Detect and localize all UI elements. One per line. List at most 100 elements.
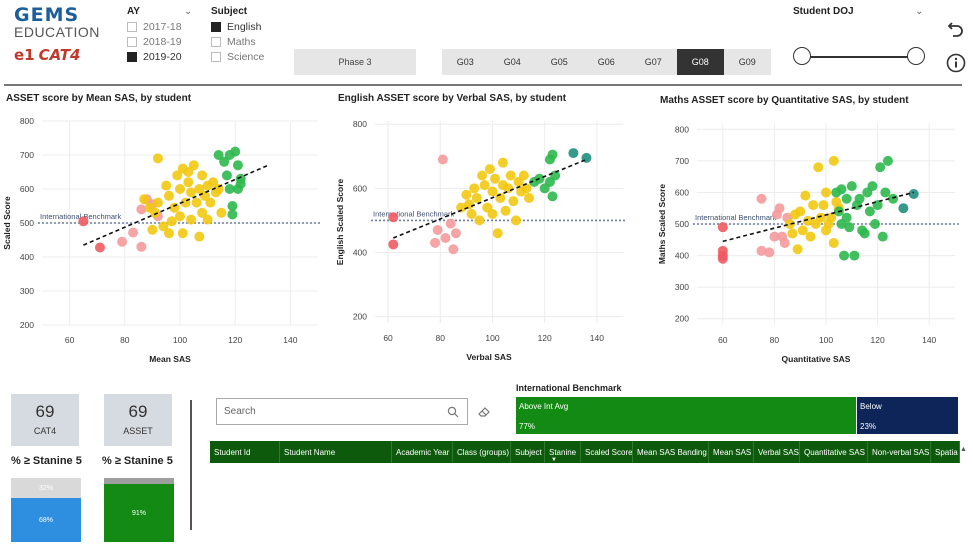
column-header-class-groups[interactable]: Class (groups) xyxy=(453,441,511,463)
student-point[interactable] xyxy=(227,201,238,211)
student-point[interactable] xyxy=(547,191,558,202)
student-point[interactable] xyxy=(839,250,850,261)
student-point[interactable] xyxy=(508,196,519,207)
student-point[interactable] xyxy=(898,203,909,214)
student-point[interactable] xyxy=(805,231,816,242)
verbal-sas-scatter-chart[interactable]: 200 400 600 800 60 80 100 120 140 International B… xyxy=(333,105,633,375)
student-point[interactable] xyxy=(448,244,459,255)
student-point[interactable] xyxy=(774,203,785,214)
student-point[interactable] xyxy=(230,146,241,157)
student-point[interactable] xyxy=(854,193,865,204)
phase-button[interactable]: Phase 3 xyxy=(294,49,416,75)
student-point[interactable] xyxy=(764,247,775,258)
student-point[interactable] xyxy=(487,186,498,197)
student-point[interactable] xyxy=(908,189,919,200)
student-point[interactable] xyxy=(505,170,516,181)
student-point[interactable] xyxy=(717,222,728,233)
student-point[interactable] xyxy=(518,170,529,181)
student-point[interactable] xyxy=(430,237,441,248)
grade-button-g03[interactable]: G03 xyxy=(442,49,489,75)
student-point[interactable] xyxy=(169,202,180,213)
student-point[interactable] xyxy=(461,189,472,200)
student-point[interactable] xyxy=(828,155,839,166)
ay-option-0[interactable]: 2017-18 xyxy=(127,21,182,33)
student-point[interactable] xyxy=(186,187,197,198)
column-header-non-verbal-sas[interactable]: Non-verbal SAS xyxy=(868,441,931,463)
student-point[interactable] xyxy=(152,197,163,208)
subject-checkbox[interactable] xyxy=(211,37,221,47)
student-point[interactable] xyxy=(147,224,158,235)
student-point[interactable] xyxy=(818,200,829,211)
student-point[interactable] xyxy=(213,150,224,160)
ay-checkbox[interactable] xyxy=(127,52,137,62)
student-point[interactable] xyxy=(792,244,803,255)
search-input[interactable] xyxy=(217,399,432,424)
student-point[interactable] xyxy=(487,208,498,219)
student-point[interactable] xyxy=(191,197,202,208)
student-point[interactable] xyxy=(859,228,870,239)
student-point[interactable] xyxy=(490,173,501,184)
student-point[interactable] xyxy=(136,204,147,215)
grade-button-g09[interactable]: G09 xyxy=(724,49,771,75)
column-header-verbal-sas[interactable]: Verbal SAS xyxy=(754,441,800,463)
student-point[interactable] xyxy=(469,183,480,194)
student-point[interactable] xyxy=(826,212,837,223)
student-point[interactable] xyxy=(756,245,767,256)
student-point[interactable] xyxy=(779,237,790,248)
student-point[interactable] xyxy=(388,212,399,223)
student-point[interactable] xyxy=(177,228,188,239)
ay-option-2[interactable]: 2019-20 xyxy=(127,51,182,63)
student-point[interactable] xyxy=(232,160,243,171)
student-point[interactable] xyxy=(205,197,216,208)
doj-slider-start-handle[interactable] xyxy=(793,47,811,65)
student-point[interactable] xyxy=(235,178,246,189)
info-icon[interactable] xyxy=(945,52,967,74)
grade-button-g04[interactable]: G04 xyxy=(489,49,536,75)
grade-button-g06[interactable]: G06 xyxy=(583,49,630,75)
student-point[interactable] xyxy=(844,222,855,233)
column-header-subject[interactable]: Subject xyxy=(511,441,545,463)
student-point[interactable] xyxy=(227,209,238,220)
student-point[interactable] xyxy=(547,149,558,160)
student-point[interactable] xyxy=(882,155,893,166)
above-int-avg-segment[interactable]: Above Int Avg 77% xyxy=(516,397,856,434)
student-point[interactable] xyxy=(800,190,811,201)
student-point[interactable] xyxy=(194,184,205,194)
student-point[interactable] xyxy=(388,239,399,250)
student-point[interactable] xyxy=(197,207,208,218)
student-point[interactable] xyxy=(877,231,888,242)
student-point[interactable] xyxy=(864,206,875,217)
student-point[interactable] xyxy=(479,180,490,191)
student-point[interactable] xyxy=(163,228,174,239)
student-point[interactable] xyxy=(437,154,448,165)
scroll-up-icon[interactable]: ▲ xyxy=(960,446,967,453)
doj-slider-track[interactable] xyxy=(802,56,916,58)
subject-checkbox[interactable] xyxy=(211,52,221,62)
doj-chevron-down-icon[interactable]: ⌄ xyxy=(915,6,924,17)
student-point[interactable] xyxy=(503,183,514,194)
student-point[interactable] xyxy=(497,157,508,168)
student-point[interactable] xyxy=(510,215,521,226)
student-point[interactable] xyxy=(175,184,185,194)
grade-button-g07[interactable]: G07 xyxy=(630,49,677,75)
column-header-quantitative-sas[interactable]: Quantitative SAS xyxy=(800,441,868,463)
student-point[interactable] xyxy=(136,241,147,252)
student-point[interactable] xyxy=(484,164,495,175)
student-point[interactable] xyxy=(194,231,205,242)
student-point[interactable] xyxy=(224,184,235,194)
student-point[interactable] xyxy=(432,225,443,236)
student-point[interactable] xyxy=(867,181,878,192)
student-point[interactable] xyxy=(78,216,89,227)
student-point[interactable] xyxy=(183,167,194,177)
student-point[interactable] xyxy=(150,207,161,218)
ay-option-1[interactable]: 2018-19 xyxy=(127,36,182,48)
column-header-student-id[interactable]: Student Id xyxy=(210,441,280,463)
student-point[interactable] xyxy=(128,227,139,238)
student-point[interactable] xyxy=(161,180,172,191)
student-point[interactable] xyxy=(117,236,128,247)
subject-option-0[interactable]: English xyxy=(211,21,261,33)
student-point[interactable] xyxy=(440,233,451,244)
student-point[interactable] xyxy=(466,208,477,219)
student-point[interactable] xyxy=(208,177,219,188)
student-point[interactable] xyxy=(492,228,503,239)
